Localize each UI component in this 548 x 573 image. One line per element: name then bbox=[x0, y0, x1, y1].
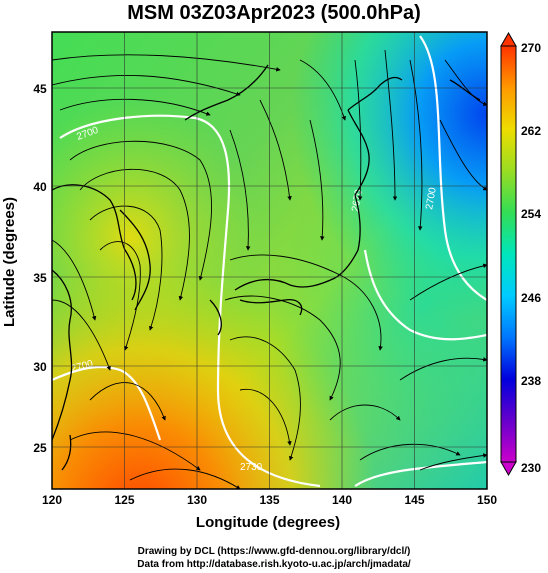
credit-data-source: Data from http://database.rish.kyoto-u.a… bbox=[0, 559, 548, 570]
colorbar-tick-label: 246 bbox=[521, 291, 541, 305]
colorbar-tick-label: 238 bbox=[521, 374, 541, 388]
x-tick-label: 130 bbox=[187, 493, 207, 507]
colorbar: 270 262 254 246 238 230 bbox=[501, 33, 541, 475]
x-tick-label: 145 bbox=[404, 493, 424, 507]
colorbar-min-arrow bbox=[501, 462, 516, 475]
y-axis-title: Latitude (degrees) bbox=[1, 197, 18, 327]
y-tick-label: 30 bbox=[33, 360, 47, 374]
y-tick-label: 35 bbox=[33, 271, 47, 285]
colorbar-tick-label: 230 bbox=[521, 461, 541, 475]
contour-label: 2730 bbox=[240, 462, 263, 473]
colorbar-tick-label: 270 bbox=[521, 41, 541, 55]
credit-drawing: Drawing by DCL (https://www.gfd-dennou.o… bbox=[0, 546, 548, 557]
x-tick-label: 135 bbox=[259, 493, 279, 507]
y-axis: 25 30 35 40 45 Latitude (degrees) bbox=[1, 82, 47, 455]
colorbar-tick-label: 262 bbox=[521, 124, 541, 138]
x-axis: 120 125 130 135 140 145 150 Longitude (d… bbox=[42, 493, 497, 531]
y-tick-label: 25 bbox=[33, 441, 47, 455]
x-axis-title: Longitude (degrees) bbox=[196, 514, 340, 531]
x-tick-label: 125 bbox=[114, 493, 134, 507]
x-tick-label: 150 bbox=[477, 493, 497, 507]
colorbar-tick-label: 254 bbox=[521, 207, 541, 221]
x-tick-label: 120 bbox=[42, 493, 62, 507]
x-tick-label: 140 bbox=[332, 493, 352, 507]
colorbar-max-arrow bbox=[501, 33, 516, 46]
y-tick-label: 45 bbox=[33, 82, 47, 96]
y-tick-label: 40 bbox=[33, 180, 47, 194]
